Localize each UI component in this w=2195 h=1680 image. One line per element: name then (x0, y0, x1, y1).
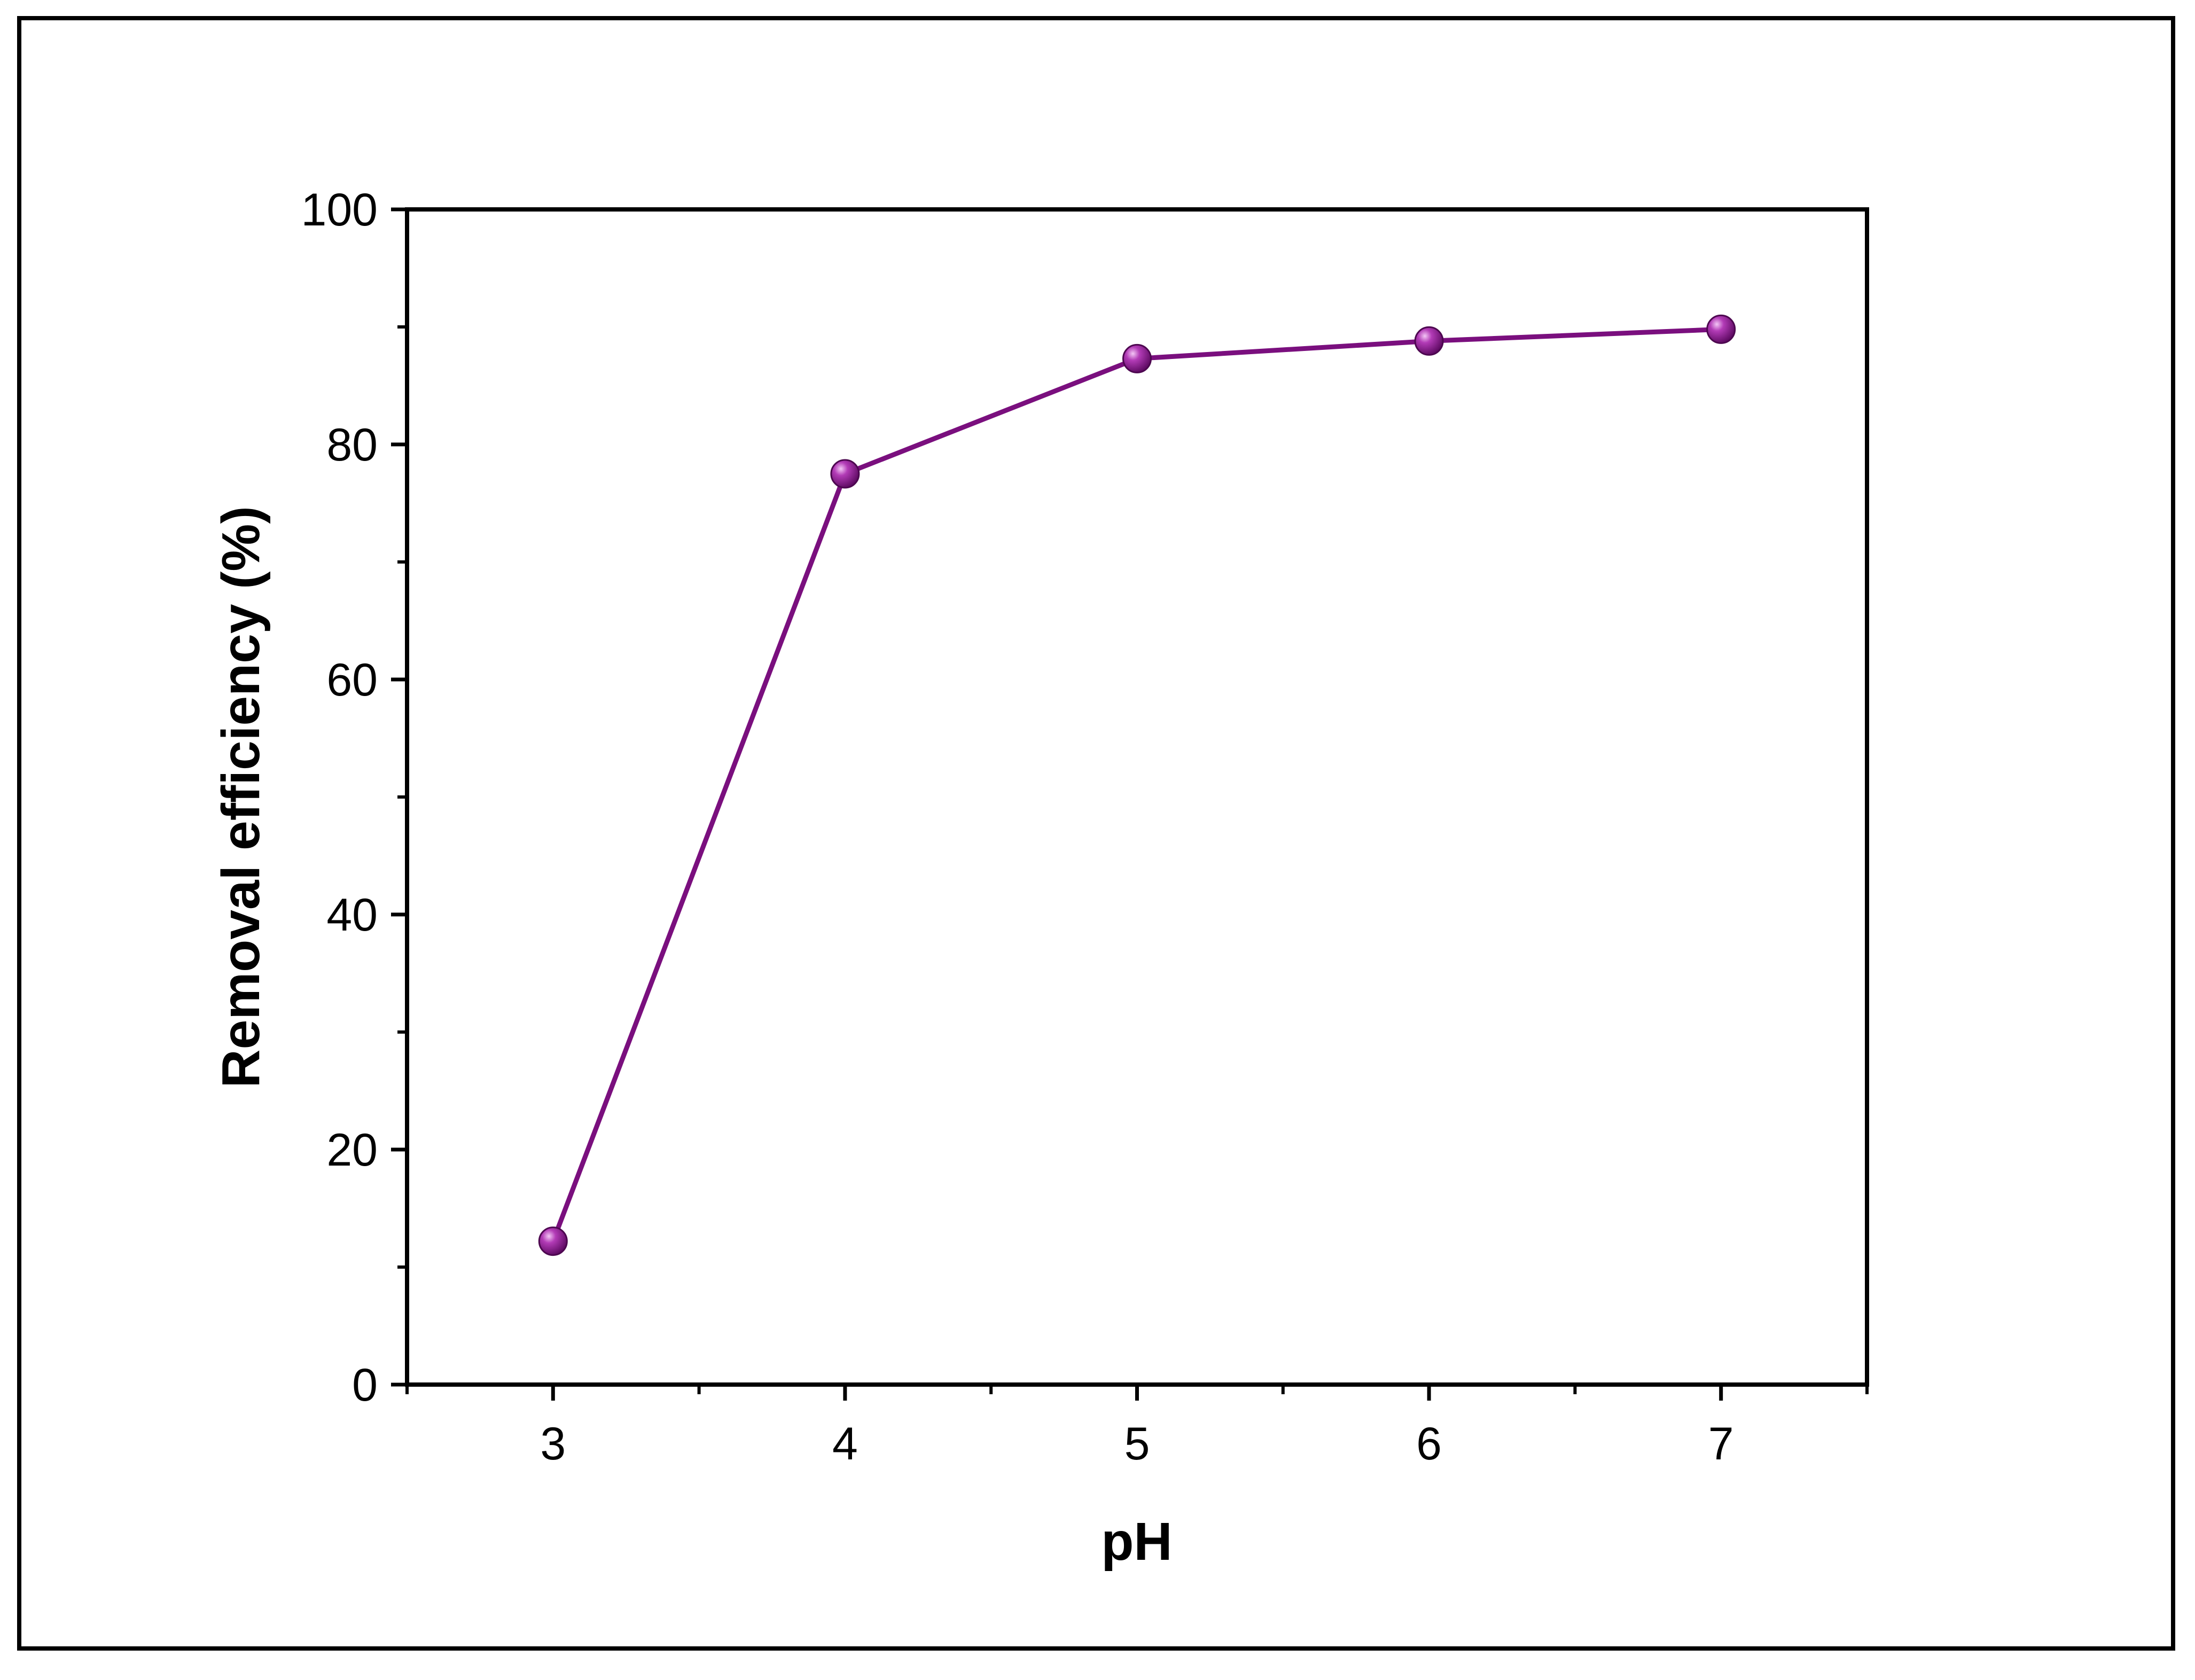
axis-ticks (391, 207, 1869, 1401)
y-tick-label: 0 (352, 1359, 378, 1411)
data-series (538, 314, 1736, 1256)
data-point (1122, 343, 1152, 373)
x-tick-label: 7 (1708, 1418, 1734, 1470)
data-point (1414, 326, 1444, 356)
data-point (830, 459, 860, 489)
tick-labels: 3 4 5 6 7 0 20 40 60 80 100 (301, 184, 1734, 1470)
y-tick-label: 100 (301, 184, 378, 236)
y-tick-label: 60 (326, 654, 378, 706)
series-line (551, 326, 1721, 1243)
x-tick-label: 3 (540, 1418, 566, 1470)
figure-frame (17, 16, 2175, 1651)
plot-frame (405, 207, 1869, 1387)
y-tick-label: 40 (326, 889, 378, 941)
y-tick-label: 20 (326, 1124, 378, 1176)
data-point (1706, 314, 1736, 344)
x-tick-label: 5 (1124, 1418, 1150, 1470)
data-point (538, 1226, 568, 1256)
x-tick-label: 6 (1416, 1418, 1442, 1470)
x-tick-label: 4 (832, 1418, 858, 1470)
y-tick-label: 80 (326, 419, 378, 471)
y-axis-title: Removal efficiency (%) (211, 506, 271, 1088)
x-axis-title: pH (1101, 1512, 1172, 1572)
